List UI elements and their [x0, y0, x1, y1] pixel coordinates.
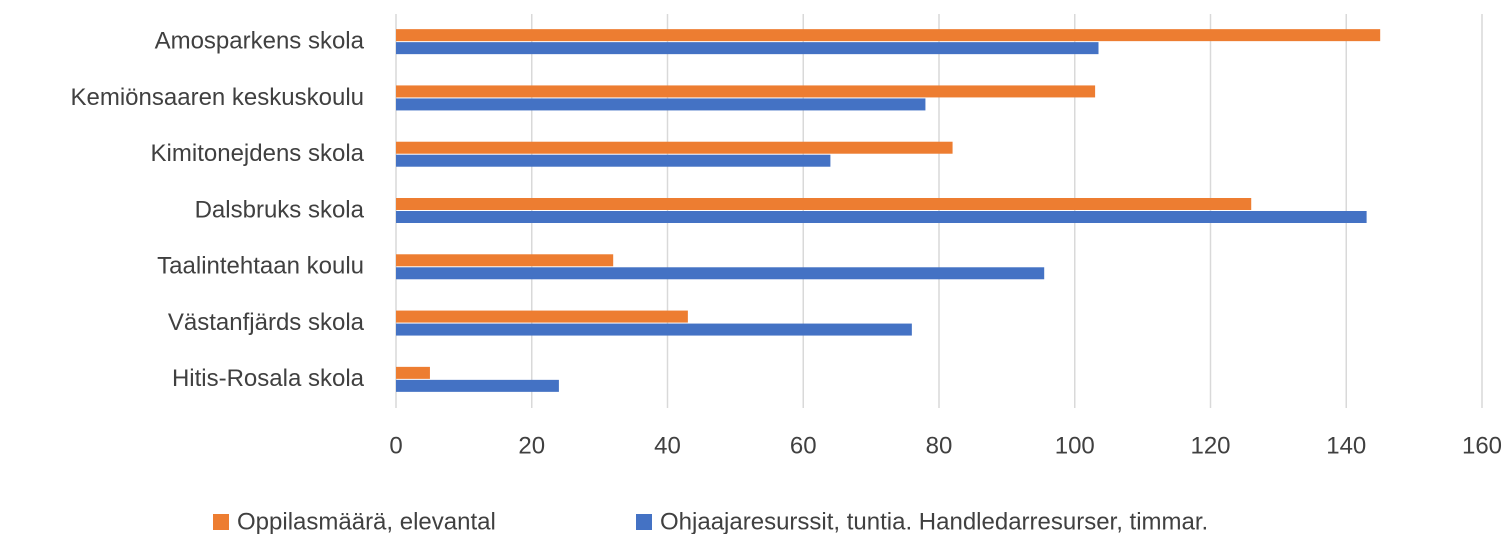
legend-swatch — [213, 514, 229, 530]
y-tick-label: Kemiönsaaren keskuskoulu — [71, 84, 365, 111]
y-tick-label: Taalintehtaan koulu — [157, 253, 364, 280]
x-tick-label: 0 — [389, 432, 402, 459]
bar — [396, 267, 1045, 280]
x-tick-label: 140 — [1326, 432, 1366, 459]
bar — [396, 141, 953, 154]
x-tick-label: 100 — [1055, 432, 1095, 459]
y-tick-label: Amosparkens skola — [155, 27, 365, 54]
y-tick-label: Dalsbruks skola — [195, 196, 365, 223]
bar — [396, 85, 1096, 98]
legend-label: Ohjaajaresurssit, tuntia. Handledarresur… — [660, 508, 1208, 534]
legend-swatch — [636, 514, 652, 530]
y-tick-label: Hitis-Rosala skola — [172, 365, 365, 392]
bar — [396, 310, 688, 323]
bar — [396, 29, 1381, 42]
bar — [396, 154, 831, 167]
bar — [396, 211, 1367, 223]
y-tick-label: Kimitonejdens skola — [151, 140, 365, 167]
x-tick-label: 80 — [926, 432, 953, 459]
bar — [396, 254, 614, 267]
bar — [396, 366, 430, 379]
bar — [396, 323, 912, 336]
x-tick-label: 60 — [790, 432, 817, 459]
x-tick-label: 20 — [518, 432, 545, 459]
y-tick-label: Västanfjärds skola — [168, 309, 365, 336]
legend-label: Oppilasmäärä, elevantal — [237, 508, 496, 534]
bar — [396, 42, 1099, 55]
bar — [396, 98, 926, 111]
x-tick-label: 40 — [654, 432, 681, 459]
bar — [396, 379, 559, 392]
x-tick-label: 160 — [1462, 432, 1502, 459]
x-tick-label: 120 — [1190, 432, 1230, 459]
bar — [396, 198, 1252, 210]
